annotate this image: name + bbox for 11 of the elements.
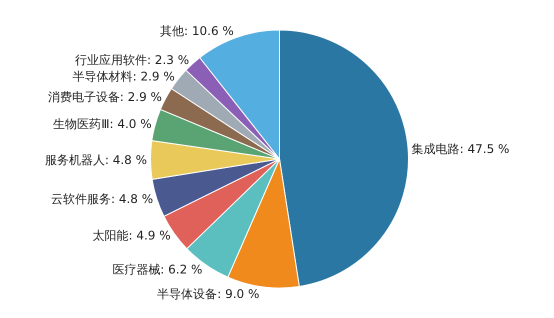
slice-label: 消费电子设备: 2.9 % xyxy=(48,90,162,104)
slice-label: 行业应用软件: 2.3 % xyxy=(74,52,190,67)
slice-label: 太阳能: 4.9 % xyxy=(92,228,171,243)
slice-label: 医疗器械: 6.2 % xyxy=(112,262,202,277)
slice-label: 云软件服务: 4.8 % xyxy=(50,192,154,206)
slice-label: 生物医药Ⅲ: 4.0 % xyxy=(53,117,152,132)
slice-label: 其他: 10.6 % xyxy=(160,24,234,38)
slice-label: 半导体设备: 9.0 % xyxy=(157,286,260,301)
slice-label: 服务机器人: 4.8 % xyxy=(44,153,148,168)
slice-label: 半导体材料: 2.9 % xyxy=(72,69,175,84)
slice-label: 集成电路: 47.5 % xyxy=(412,142,510,156)
